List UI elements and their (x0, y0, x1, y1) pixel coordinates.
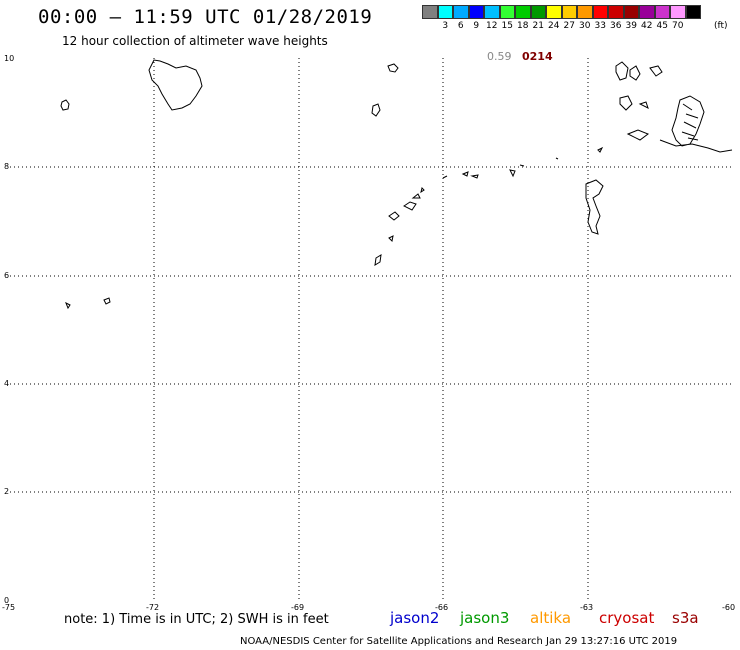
scale-swatch (639, 5, 655, 19)
scale-swatch (685, 5, 701, 19)
coastline-islet (374, 235, 394, 266)
scale-label: 42 (641, 21, 653, 31)
scale-swatch (515, 5, 531, 19)
scale-label: 33 (594, 21, 606, 31)
scale-swatch (453, 5, 469, 19)
wave-height-color-scale (422, 5, 701, 19)
scale-swatch (437, 5, 453, 19)
scale-swatch (670, 5, 686, 19)
map-subtitle: 12 hour collection of altimeter wave hei… (62, 34, 328, 48)
coastlines (60, 59, 733, 310)
coastline-islet (371, 103, 381, 117)
scale-label: 27 (563, 21, 575, 31)
coastline-antilles-detail (681, 103, 699, 141)
scale-label: 70 (672, 21, 684, 31)
scale-label: 6 (457, 21, 464, 31)
legend-jason2: jason2 (390, 609, 440, 627)
coastline-trinidad (585, 179, 604, 235)
coastline-lesser-antilles (626, 95, 733, 153)
coastline-north-america (148, 59, 203, 111)
scale-label: 36 (610, 21, 622, 31)
x-tick-63: -63 (580, 603, 594, 612)
scale-label: 39 (625, 21, 637, 31)
scale-swatch (546, 5, 562, 19)
y-tick-2: 2 (4, 487, 10, 496)
x-tick-60: -60 (722, 603, 736, 612)
y-tick-4: 4 (4, 379, 10, 388)
legend-jason3: jason3 (460, 609, 510, 627)
scale-label: 24 (548, 21, 560, 31)
legend-altika: altika (530, 609, 572, 627)
scale-unit: (ft) (714, 21, 728, 31)
scale-label: 9 (473, 21, 480, 31)
pass-value: 0.59 (487, 50, 512, 63)
y-tick-10: 10 (4, 54, 15, 63)
scale-swatch (623, 5, 639, 19)
x-tick-75: -75 (2, 603, 16, 612)
scale-label: 18 (517, 21, 529, 31)
x-tick-72: -72 (146, 603, 160, 612)
y-tick-6: 6 (4, 271, 10, 280)
scale-label: 3 (442, 21, 449, 31)
x-tick-66: -66 (435, 603, 449, 612)
scale-label: 21 (532, 21, 544, 31)
coastline-islet (65, 297, 111, 310)
legend-s3a: s3a (672, 609, 699, 627)
legend-cryosat: cryosat (599, 609, 655, 627)
scale-label: 12 (486, 21, 498, 31)
footer-credit: NOAA/NESDIS Center for Satellite Applica… (240, 636, 678, 647)
y-tick-0: 0 (4, 596, 10, 605)
grid-lines (10, 58, 732, 600)
pass-time: 0214 (522, 50, 553, 63)
scale-swatch (608, 5, 624, 19)
scale-label: 15 (501, 21, 513, 31)
wave-height-scale-labels: 3 6 9 12 15 18 21 24 27 30 33 36 39 42 45 70 (422, 21, 701, 31)
x-tick-69: -69 (291, 603, 305, 612)
scale-label: 45 (656, 21, 668, 31)
scale-swatch (468, 5, 484, 19)
scale-swatch (422, 5, 438, 19)
coastline-leeward-islands (597, 61, 663, 153)
scale-swatch (499, 5, 515, 19)
scale-label: 30 (579, 21, 591, 31)
coastline-islet (60, 99, 70, 111)
scale-swatch (592, 5, 608, 19)
scale-swatch (654, 5, 670, 19)
note-text: note: 1) Time is in UTC; 2) SWH is in fe… (64, 612, 329, 627)
coastline-island-chain (388, 157, 559, 221)
map-title: 00:00 – 11:59 UTC 01/28/2019 (38, 6, 373, 28)
coastline-islet (387, 63, 399, 73)
y-tick-8: 8 (4, 162, 10, 171)
scale-swatch (577, 5, 593, 19)
scale-swatch (561, 5, 577, 19)
scale-swatch (530, 5, 546, 19)
scale-swatch (484, 5, 500, 19)
